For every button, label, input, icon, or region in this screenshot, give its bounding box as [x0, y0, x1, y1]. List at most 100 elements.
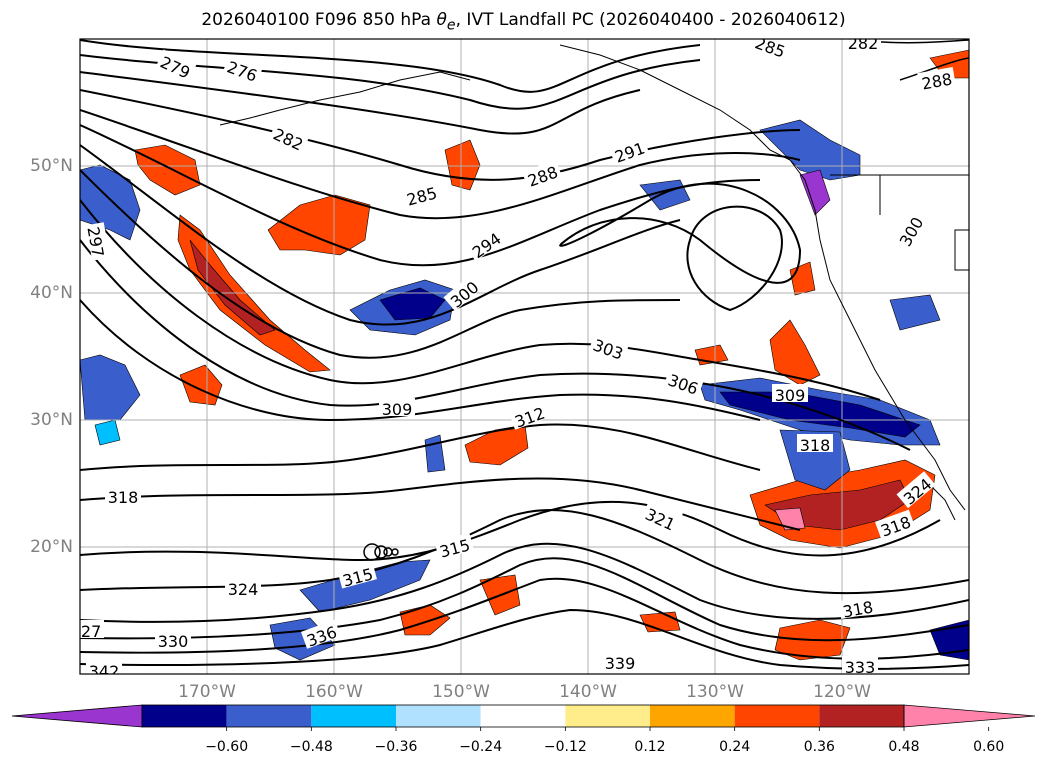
contour-line [686, 205, 783, 312]
contour-label-bg [892, 210, 927, 251]
contour-line [80, 542, 969, 623]
contour-line [80, 169, 681, 359]
contour-label-bg [508, 400, 549, 430]
colorbar-segment [142, 705, 227, 727]
coastline [789, 159, 966, 511]
contour-line [80, 39, 701, 93]
colorbar-extend-max [903, 704, 1036, 728]
contour-label: 309 [775, 386, 806, 405]
shaded-region [177, 214, 331, 373]
contour-label-bg [772, 384, 808, 402]
shaded-region [379, 287, 446, 321]
contour-line [80, 109, 801, 220]
colorbar-tick-label: 0.48 [888, 739, 920, 755]
contour-label: 324 [228, 580, 259, 599]
colorbar-segment [650, 705, 735, 727]
contour-line [80, 144, 681, 326]
longitude-label: 160°W [305, 682, 363, 702]
shaded-region [267, 194, 371, 256]
colorbar-frame [141, 704, 905, 728]
latitude-label: 50°N [30, 156, 73, 176]
colorbar-segment [226, 705, 312, 727]
contour-label: 282 [848, 34, 879, 53]
latitude-label: 30°N [30, 410, 73, 430]
contour-label-bg [751, 39, 792, 60]
contour-label-bg [917, 67, 956, 92]
contour-line [80, 71, 641, 135]
contour-loop [391, 548, 399, 556]
contour-label-bg [401, 180, 441, 208]
coastline [219, 71, 471, 126]
contour-label-bg [379, 398, 415, 416]
contour-label: 318 [800, 436, 831, 455]
contour-line [80, 239, 911, 451]
colorbar-tick-label: −0.48 [289, 739, 333, 755]
colorbar-segment [311, 705, 396, 727]
map-frame [79, 38, 970, 675]
shaded-region [799, 169, 831, 216]
colorbar-tick-label: −0.12 [543, 739, 587, 755]
contour-label-bg [86, 660, 122, 674]
contour-loop [374, 545, 388, 559]
contour-label-bg [269, 121, 310, 154]
contour-line [80, 89, 801, 181]
contour-label: 327 [71, 622, 102, 641]
colorbar-segment [565, 705, 650, 727]
contour-label-bg [156, 49, 197, 82]
contour-line [80, 608, 969, 670]
contour-line [80, 577, 969, 660]
contour-label: 339 [605, 654, 636, 673]
contour-label-bg [838, 595, 877, 620]
colorbar-tick-label: −0.60 [205, 739, 249, 755]
contour-label-bg [641, 501, 682, 534]
colorbar-segment [396, 705, 481, 727]
contour-label-bg [105, 486, 141, 504]
shaded-region [719, 391, 921, 438]
contour-label: 342 [89, 662, 120, 680]
coastline [929, 484, 956, 521]
shaded-region [759, 119, 861, 181]
shaded-region [464, 424, 529, 466]
colorbar-tick-label: −0.24 [459, 739, 503, 755]
title-suffix: , IVT Landfall PC (2026040400 - 20260406… [455, 10, 846, 30]
contour-label-bg [155, 630, 191, 648]
contour-label-bg [337, 561, 377, 589]
longitude-label: 150°W [432, 682, 490, 702]
coastlines [219, 44, 969, 521]
contour-line [559, 182, 802, 284]
contour-label-bg [80, 620, 104, 638]
contour-label-bg [223, 54, 264, 84]
contour-loop [363, 543, 381, 561]
colorbar-tick-label: −0.36 [374, 739, 418, 755]
title-theta: θ [436, 10, 447, 30]
colorbar-extend-min [11, 704, 143, 728]
contour-line [899, 57, 969, 81]
title-theta-subscript: e [446, 17, 456, 34]
contour-label: 330 [158, 632, 189, 651]
contour-line [80, 557, 969, 642]
contour-label-bg [589, 332, 630, 362]
contour-line [80, 477, 801, 531]
contour-label: 318 [108, 488, 139, 507]
contour-line [80, 423, 761, 471]
shaded-region [134, 144, 201, 196]
colorbar-tick-label: 0.12 [634, 739, 666, 755]
colorbar-segment [480, 705, 566, 727]
latitude-label: 40°N [30, 283, 73, 303]
longitude-label: 170°W [178, 682, 236, 702]
colorbar-segment [819, 705, 904, 727]
contour-label-bg [842, 656, 878, 674]
contour-label-bg [664, 367, 705, 397]
contour-label-bg [602, 652, 638, 670]
contour-label-bg [300, 619, 341, 649]
contour-label-bg [874, 509, 915, 539]
contour-label: 309 [382, 400, 413, 419]
contour-label-bg [797, 434, 833, 452]
shaded-region [94, 419, 121, 446]
colorbar-tick-label: 0.36 [803, 739, 835, 755]
colorbar-tick-label: 0.24 [719, 739, 751, 755]
contour-label-bg [845, 39, 881, 50]
contour-line [80, 124, 761, 267]
contour-label-bg [521, 159, 562, 189]
